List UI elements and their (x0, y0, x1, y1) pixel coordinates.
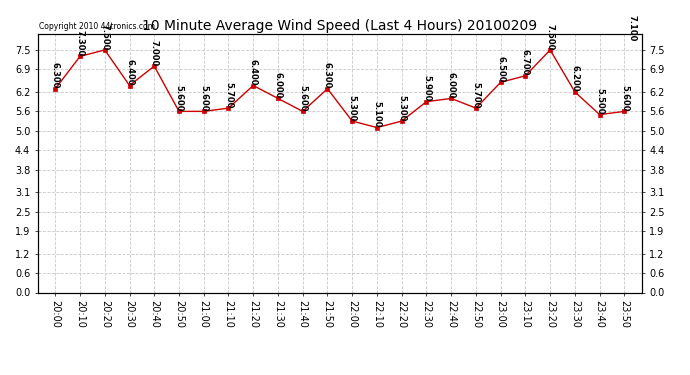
Text: 5.600: 5.600 (298, 85, 307, 111)
Text: 5.900: 5.900 (422, 75, 431, 102)
Text: 5.700: 5.700 (471, 82, 480, 108)
Text: 5.600: 5.600 (199, 85, 208, 111)
Text: 6.400: 6.400 (248, 59, 258, 86)
Text: 6.300: 6.300 (51, 62, 60, 89)
Text: 6.000: 6.000 (273, 72, 282, 99)
Text: 6.300: 6.300 (323, 62, 332, 89)
Text: 6.500: 6.500 (496, 56, 505, 82)
Text: 5.300: 5.300 (348, 95, 357, 121)
Text: 5.600: 5.600 (620, 85, 629, 111)
Text: 5.700: 5.700 (224, 82, 233, 108)
Text: 5.100: 5.100 (373, 101, 382, 128)
Text: 7.100: 7.100 (627, 15, 636, 42)
Text: 6.000: 6.000 (446, 72, 455, 99)
Text: 7.000: 7.000 (150, 40, 159, 66)
Text: 5.300: 5.300 (397, 95, 406, 121)
Text: 6.700: 6.700 (521, 50, 530, 76)
Title: 10 Minute Average Wind Speed (Last 4 Hours) 20100209: 10 Minute Average Wind Speed (Last 4 Hou… (142, 19, 538, 33)
Text: 7.500: 7.500 (546, 24, 555, 50)
Text: 5.600: 5.600 (175, 85, 184, 111)
Text: 6.400: 6.400 (125, 59, 134, 86)
Text: 7.500: 7.500 (100, 24, 109, 50)
Text: Copyright 2010 44tronics.com: Copyright 2010 44tronics.com (39, 22, 155, 31)
Text: 7.300: 7.300 (75, 30, 84, 56)
Text: 6.200: 6.200 (571, 66, 580, 92)
Text: 5.500: 5.500 (595, 88, 604, 115)
